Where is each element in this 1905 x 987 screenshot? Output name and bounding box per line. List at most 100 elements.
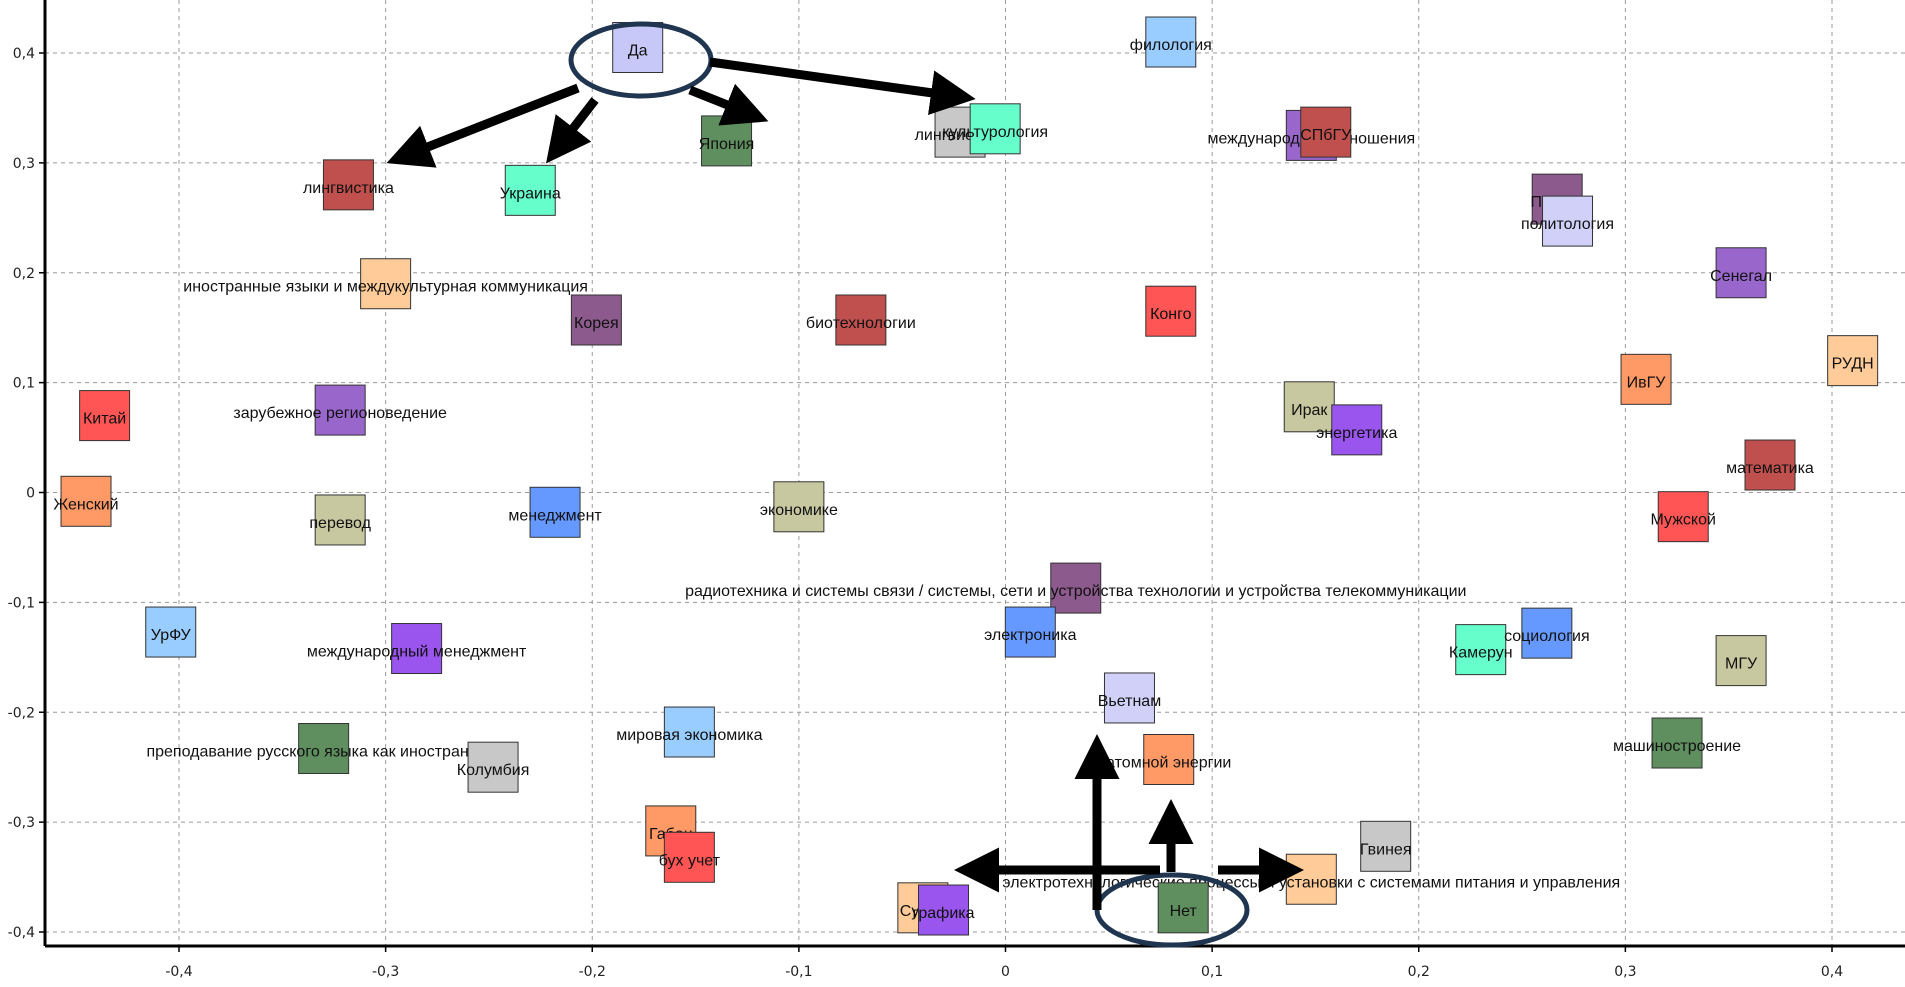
data-point: Гвинея <box>1360 820 1412 872</box>
point-marker <box>1145 285 1197 337</box>
point-marker <box>663 706 715 758</box>
point-marker <box>1521 607 1573 659</box>
point-label: Гвинея <box>1360 841 1412 858</box>
point-label: Да <box>628 43 648 60</box>
data-point: ИвГУ <box>1620 353 1672 405</box>
point-marker <box>1715 635 1767 687</box>
point-marker <box>1542 195 1594 247</box>
y-tick-label: 0 <box>26 486 35 502</box>
point-marker <box>1657 491 1709 543</box>
point-label: политология <box>1521 216 1614 233</box>
point-label: Мужской <box>1651 512 1716 529</box>
point-marker <box>322 159 374 211</box>
data-point: СПбГУ <box>1300 106 1352 158</box>
data-point: электроника <box>984 606 1077 658</box>
point-label: МГУ <box>1725 656 1758 673</box>
data-point: Колумбия <box>457 741 529 793</box>
data-point: Вьетнам <box>1098 672 1161 724</box>
data-point: Украина <box>500 164 561 216</box>
y-tick-label: -0,1 <box>8 595 35 611</box>
annotations <box>386 21 1304 948</box>
data-point: международный менеджмент <box>307 623 527 675</box>
point-marker <box>1283 381 1335 433</box>
y-tick-label: 0,4 <box>13 46 35 62</box>
x-tick-label: 0,1 <box>1201 964 1223 980</box>
tick-labels: -0,4 -0,3 -0,2 -0,1 0 0,1 0,2 0,3 0,4 -0,4 -0,3 -0,… <box>8 46 1844 980</box>
point-label: математика <box>1726 460 1814 477</box>
data-point: Сенегал <box>1710 247 1772 299</box>
point-marker <box>1744 439 1796 491</box>
y-tick-label: 0,3 <box>13 156 35 172</box>
point-label: Ирак <box>1291 402 1328 419</box>
point-marker <box>1143 733 1195 785</box>
arrow-yes-to-ukraine <box>546 97 599 164</box>
point-marker <box>969 103 1021 155</box>
point-marker <box>1827 335 1879 387</box>
point-label: ИвГУ <box>1627 374 1667 391</box>
point-marker <box>145 606 197 658</box>
point-marker <box>1145 16 1197 68</box>
data-point: энергетика <box>1316 404 1397 456</box>
arrow-yes-to-culturology <box>709 57 976 116</box>
data-point: политология <box>1521 195 1614 247</box>
data-point: Ирак <box>1283 381 1335 433</box>
y-tick-label: -0,2 <box>8 705 35 721</box>
point-label: бух учет <box>659 852 721 869</box>
point-marker <box>314 384 366 436</box>
data-point: мировая экономика <box>616 706 763 758</box>
point-label: экономике <box>760 502 838 519</box>
x-tick-label: 0 <box>1001 964 1010 980</box>
data-point: перевод <box>309 494 372 546</box>
data-point: преподавание русского языка как иностран… <box>146 723 501 775</box>
data-point: Камерун <box>1449 624 1513 676</box>
data-point: социология <box>1504 607 1590 659</box>
point-label: преподавание русского языка как иностран… <box>146 744 500 761</box>
point-label: машиностроение <box>1613 738 1741 755</box>
data-point: зарубежное регионоведение <box>233 384 447 436</box>
point-marker <box>360 258 412 310</box>
point-marker <box>314 494 366 546</box>
point-label: филология <box>1130 37 1212 54</box>
point-label: Вьетнам <box>1098 693 1161 710</box>
point-marker <box>529 486 581 538</box>
data-point: экономике <box>760 481 838 533</box>
data-point: лингвистика <box>303 159 394 211</box>
data-point: радиотехника и системы связи / системы, … <box>685 562 1466 614</box>
x-tick-label: -0,3 <box>372 964 399 980</box>
point-marker <box>504 164 556 216</box>
y-tick-label: -0,4 <box>8 925 35 941</box>
point-marker <box>467 741 519 793</box>
point-label: Конго <box>1150 306 1192 323</box>
point-marker <box>1651 717 1703 769</box>
data-point: Конго <box>1145 285 1197 337</box>
data-point: графика <box>913 884 975 936</box>
point-label: перевод <box>309 515 371 532</box>
point-marker <box>663 831 715 883</box>
point-label: культурология <box>942 124 1048 141</box>
x-tick-label: 0,3 <box>1614 964 1636 980</box>
data-point: Корея <box>570 294 622 346</box>
data-point: машиностроение <box>1613 717 1741 769</box>
point-label: радиотехника и системы связи / системы, … <box>685 583 1466 600</box>
point-label: международный менеджмент <box>307 644 527 661</box>
data-point: бух учет <box>659 831 721 883</box>
point-marker <box>1050 562 1102 614</box>
point-marker <box>1455 624 1507 676</box>
x-tick-label: -0,2 <box>579 964 606 980</box>
point-marker <box>1620 353 1672 405</box>
y-tick-label: 0,1 <box>13 376 35 392</box>
point-label: иностранные языки и междукультурная комм… <box>183 279 588 296</box>
point-label: СПбГУ <box>1300 127 1352 144</box>
point-label: Сенегал <box>1710 268 1772 285</box>
data-point: менеджмент <box>508 486 602 538</box>
point-marker <box>391 623 443 675</box>
point-label: Япония <box>699 136 755 153</box>
point-label: Нет <box>1170 903 1198 920</box>
axes <box>39 0 1905 952</box>
point-marker <box>612 22 664 74</box>
point-label: мировая экономика <box>616 727 762 744</box>
data-point: иностранные языки и междукультурная комм… <box>183 258 588 310</box>
data-point: РУДН <box>1827 335 1879 387</box>
data-point: культурология <box>942 103 1048 155</box>
